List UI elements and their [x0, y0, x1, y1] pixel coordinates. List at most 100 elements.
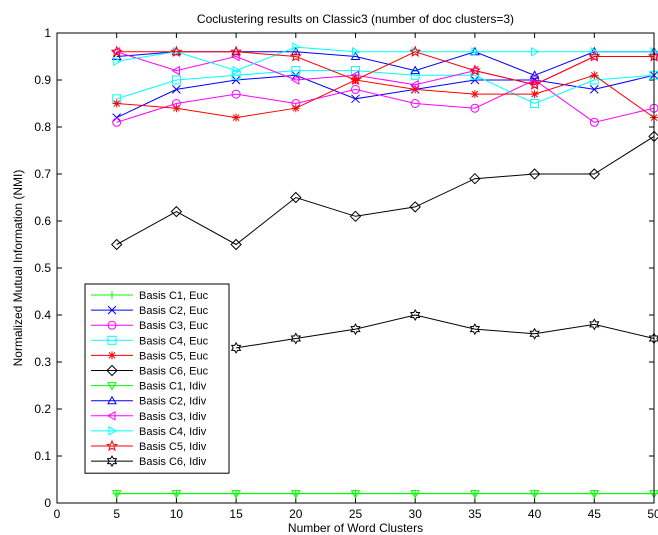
legend-marker — [108, 351, 116, 360]
data-point — [409, 45, 422, 57]
data-point — [172, 104, 181, 113]
axis-ticks: 0 5 10 15 20 25 30 35 40 45 50 0 0.1 0.2 0.3 0.4 0.5 0.6 0… — [34, 26, 658, 521]
data-point — [530, 90, 539, 99]
legend-label: Basis C6, Euc — [139, 366, 209, 378]
data-point — [290, 46, 301, 56]
data-point — [410, 65, 421, 75]
legend-entry: Basis C1, Idiv — [91, 381, 207, 393]
data-point — [113, 56, 122, 67]
series-6 — [111, 490, 658, 499]
data-point — [469, 172, 481, 185]
data-point — [232, 65, 242, 76]
x-tick-label: 5 — [113, 507, 120, 521]
data-point — [590, 71, 599, 80]
data-point — [350, 51, 361, 60]
y-tick-label: 0.5 — [34, 261, 51, 275]
data-point — [171, 75, 181, 85]
data-point — [350, 323, 361, 336]
legend-entry: Basis C3, Euc — [91, 320, 209, 332]
data-point — [411, 85, 420, 94]
series-line — [236, 314, 655, 349]
legend-label: Basis C3, Idiv — [139, 411, 207, 423]
series-line — [116, 51, 654, 86]
legend-marker — [108, 426, 118, 436]
data-point — [111, 51, 122, 60]
data-point — [469, 323, 481, 336]
data-point — [470, 75, 480, 85]
legend-marker — [107, 382, 117, 391]
series-line — [116, 79, 655, 123]
series-line — [116, 74, 655, 119]
data-point — [171, 65, 180, 76]
y-tick-label: 0 — [44, 496, 51, 510]
data-point — [291, 66, 301, 76]
legend-entry: Basis C5, Euc — [91, 350, 209, 362]
legend-box — [84, 283, 230, 474]
data-point — [112, 117, 122, 127]
data-point — [172, 85, 181, 94]
y-tick-label: 0.2 — [34, 402, 51, 416]
data-point — [230, 238, 242, 251]
x-tick-label: 25 — [349, 507, 363, 521]
legend-label: Basis C2, Idiv — [139, 396, 207, 408]
x-axis-label: Number of Word Clusters — [288, 521, 423, 535]
data-point — [290, 490, 301, 499]
data-point — [529, 490, 540, 499]
x-tick-label: 40 — [528, 507, 542, 521]
data-point — [410, 309, 421, 321]
data-point — [290, 332, 301, 345]
x-tick-label: 0 — [54, 507, 61, 521]
legend-label: Basis C4, Euc — [139, 335, 209, 347]
data-point — [112, 113, 122, 122]
legend-label: Basis C3, Euc — [139, 320, 209, 332]
legend-label: Basis C5, Idiv — [139, 441, 207, 453]
data-point — [529, 70, 540, 79]
series-line — [116, 70, 655, 105]
data-point — [589, 318, 600, 331]
x-tick-label: 10 — [170, 507, 184, 521]
data-point — [171, 490, 182, 499]
data-point — [531, 46, 540, 57]
legend-entry: Basis C2, Idiv — [91, 395, 207, 408]
data-point — [588, 168, 601, 180]
series-lines — [110, 42, 658, 499]
y-tick-label: 0.4 — [34, 308, 51, 322]
y-tick-label: 0.3 — [34, 355, 51, 369]
data-point — [291, 104, 300, 113]
x-tick-label: 35 — [468, 507, 482, 521]
y-tick-label: 0.7 — [34, 167, 51, 181]
data-point — [351, 84, 360, 94]
data-point — [231, 70, 241, 80]
data-point — [232, 113, 241, 122]
data-point — [589, 117, 599, 127]
legend-entry: Basis C1, Euc — [91, 290, 209, 302]
legend-marker — [105, 439, 119, 452]
series-line — [116, 46, 654, 72]
x-tick-label: 15 — [229, 507, 243, 521]
data-point — [292, 42, 301, 52]
y-tick-label: 0.6 — [34, 214, 51, 228]
legend-entry: Basis C2, Euc — [91, 305, 209, 317]
chart-title: Coclustering results on Classic3 (number… — [197, 12, 514, 26]
data-point — [111, 490, 122, 499]
data-point — [349, 73, 362, 86]
legend-label: Basis C5, Euc — [139, 350, 209, 362]
data-point — [528, 78, 541, 90]
x-tick-label: 50 — [647, 507, 658, 521]
legend-label: Basis C1, Euc — [139, 290, 209, 302]
x-tick-label: 30 — [409, 507, 423, 521]
data-point — [350, 490, 361, 499]
series-5 — [110, 130, 658, 251]
data-point — [231, 89, 241, 99]
legend-entry: Basis C6, Euc — [91, 364, 209, 378]
legend-label: Basis C4, Idiv — [139, 426, 207, 438]
data-point — [529, 327, 540, 340]
legend-marker — [106, 410, 116, 421]
data-point — [110, 238, 123, 251]
data-point — [410, 79, 419, 90]
data-point — [230, 45, 243, 57]
data-point — [170, 45, 183, 57]
y-tick-label: 1 — [44, 26, 51, 40]
data-point — [410, 99, 420, 108]
series-line — [116, 135, 655, 246]
